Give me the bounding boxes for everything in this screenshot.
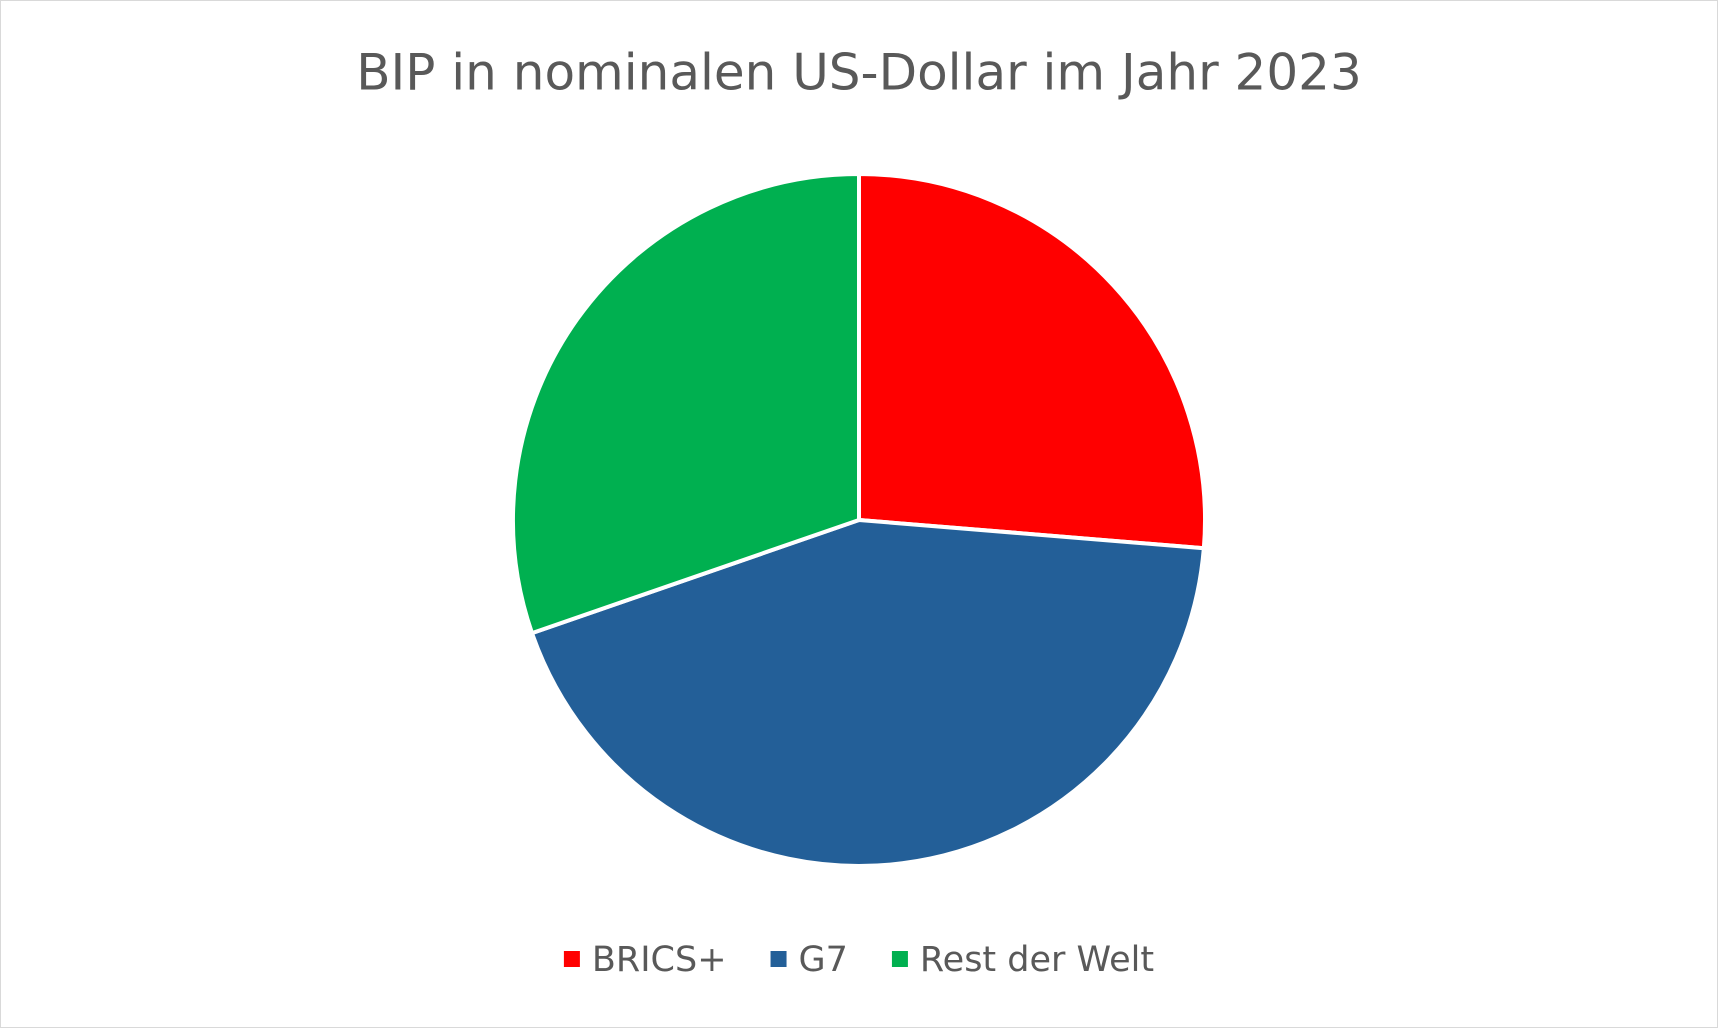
pie-slice [511, 171, 861, 636]
legend-swatch [770, 951, 787, 967]
legend-label: BRICS+ [592, 940, 727, 980]
legend-label: G7 [799, 940, 848, 980]
legend-swatch [891, 951, 908, 967]
pie-slice [857, 171, 1207, 551]
chart-title: BIP in nominalen US-Dollar im Jahr 2023 [356, 44, 1362, 102]
legend-swatch [563, 951, 580, 967]
pie-slice [529, 517, 1207, 868]
legend-label: Rest der Welt [920, 940, 1154, 980]
